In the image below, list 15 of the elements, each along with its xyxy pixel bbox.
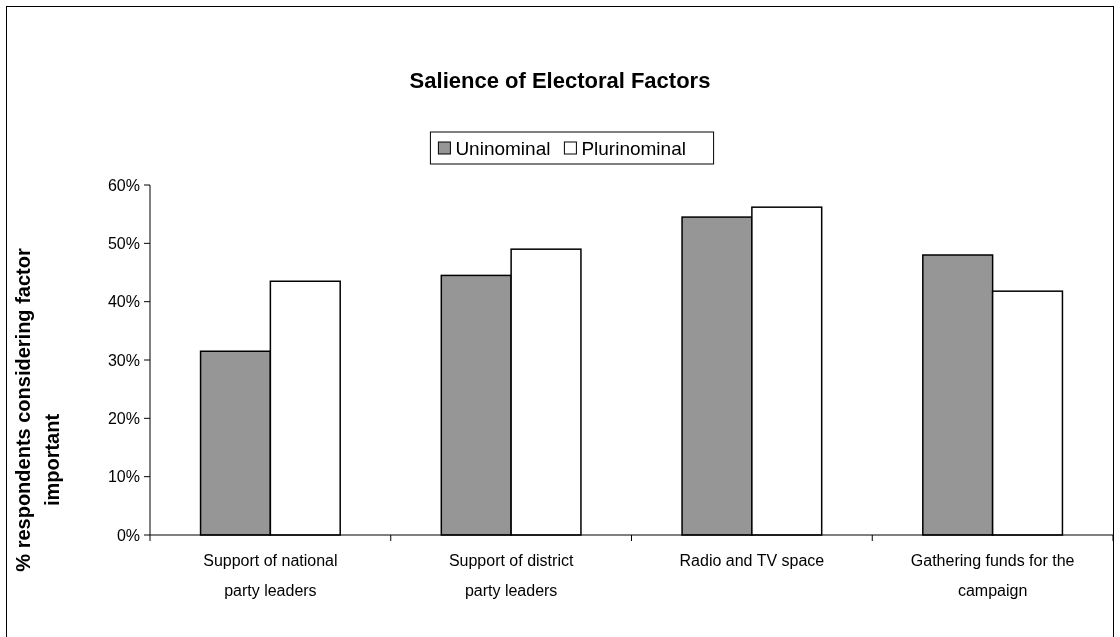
x-tick-label: Gathering funds for the campaign — [910, 552, 1075, 599]
x-tick-label: Radio and TV space — [679, 552, 825, 569]
legend-label: Uninominal — [455, 137, 551, 159]
y-tick-label: 60% — [107, 176, 140, 194]
y-axis-title: % respondents considering factor important — [12, 248, 63, 572]
y-tick-label: 50% — [107, 234, 140, 252]
legend-label: Plurinominal — [581, 137, 686, 159]
y-tick-label: 30% — [107, 351, 140, 369]
y-tick-label: 20% — [107, 409, 140, 427]
x-tick-label: Support of national party leaders — [203, 552, 338, 599]
y-tick-label: 0% — [116, 526, 140, 544]
y-tick-label: 40% — [107, 293, 140, 311]
y-tick-label: 10% — [107, 468, 140, 486]
x-tick-label: Support of district party leaders — [448, 552, 574, 599]
chart-title: Salience of Electoral Factors — [409, 68, 711, 93]
